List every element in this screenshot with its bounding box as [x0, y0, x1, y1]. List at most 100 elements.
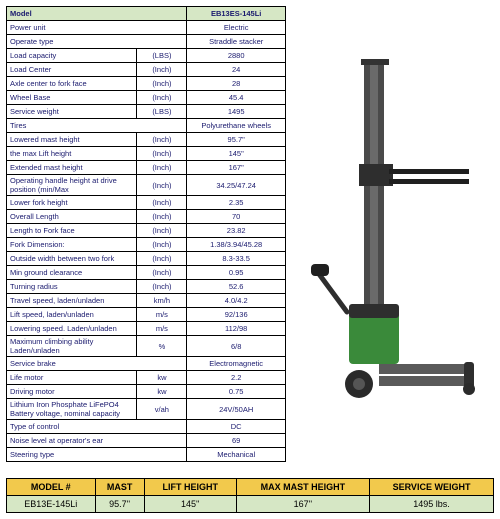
- spec-label: Driving motor: [7, 385, 137, 399]
- summary-cell: 145'': [144, 496, 236, 513]
- spec-label: Overall Length: [7, 210, 137, 224]
- summary-header: SERVICE WEIGHT: [370, 479, 494, 496]
- spec-value: Mechanical: [187, 448, 286, 462]
- spec-row: Wheel Base(Inch)45.4: [7, 91, 286, 105]
- spec-row: Lower fork height(Inch)2.35: [7, 196, 286, 210]
- spec-header-value: EB13ES-145Li: [187, 7, 286, 21]
- spec-value: 92/136: [187, 308, 286, 322]
- spec-value: 2880: [187, 49, 286, 63]
- spec-value: 1.38/3.94/45.28: [187, 238, 286, 252]
- spec-value: 8.3-33.5: [187, 252, 286, 266]
- spec-label: Lowered mast height: [7, 133, 137, 147]
- spec-label: Operating handle height at drive positio…: [7, 175, 137, 196]
- spec-label: Load Center: [7, 63, 137, 77]
- spec-value: 23.82: [187, 224, 286, 238]
- spec-unit: (Inch): [137, 280, 187, 294]
- spec-row: Service brakeElectromagnetic: [7, 357, 286, 371]
- spec-label: Life motor: [7, 371, 137, 385]
- spec-label: Min ground clearance: [7, 266, 137, 280]
- spec-value: 4.0/4.2: [187, 294, 286, 308]
- spec-label: Length to Fork face: [7, 224, 137, 238]
- spec-value: 24V/50AH: [187, 399, 286, 420]
- spec-unit: km/h: [137, 294, 187, 308]
- spec-row: Type of controlDC: [7, 420, 286, 434]
- spec-unit: %: [137, 336, 187, 357]
- spec-unit: (Inch): [137, 196, 187, 210]
- spec-value: Straddle stacker: [187, 35, 286, 49]
- stacker-illustration: [309, 54, 479, 414]
- spec-label: Travel speed, laden/unladen: [7, 294, 137, 308]
- spec-unit: (Inch): [137, 91, 187, 105]
- spec-row: Steering typeMechanical: [7, 448, 286, 462]
- spec-value: 24: [187, 63, 286, 77]
- spec-label: Load capacity: [7, 49, 137, 63]
- spec-row: Life motorkw2.2: [7, 371, 286, 385]
- spec-row: Lift speed, laden/unladenm/s92/136: [7, 308, 286, 322]
- spec-row: Turning radius(Inch)52.6: [7, 280, 286, 294]
- spec-row: Axle center to fork face(Inch)28: [7, 77, 286, 91]
- spec-row: Length to Fork face(Inch)23.82: [7, 224, 286, 238]
- spec-row: TiresPolyurethane wheels: [7, 119, 286, 133]
- spec-header-label: Model: [7, 7, 187, 21]
- product-image: [294, 6, 494, 462]
- spec-row: Outside width between two fork(Inch)8.3-…: [7, 252, 286, 266]
- summary-cell: 1495 lbs.: [370, 496, 494, 513]
- spec-row: Lowering speed. Laden/unladenm/s112/98: [7, 322, 286, 336]
- spec-label: Lift speed, laden/unladen: [7, 308, 137, 322]
- spec-row: Operate typeStraddle stacker: [7, 35, 286, 49]
- spec-row: Load Center(Inch)24: [7, 63, 286, 77]
- spec-value: 34.25/47.24: [187, 175, 286, 196]
- spec-label: Lithium Iron Phosphate LiFePO4 Battery v…: [7, 399, 137, 420]
- spec-label: Service weight: [7, 105, 137, 119]
- spec-unit: (Inch): [137, 224, 187, 238]
- spec-label: Power unit: [7, 21, 187, 35]
- spec-row: Overall Length(Inch)70: [7, 210, 286, 224]
- spec-label: Service brake: [7, 357, 187, 371]
- spec-unit: kw: [137, 385, 187, 399]
- spec-value: 28: [187, 77, 286, 91]
- summary-cell: EB13E-145Li: [7, 496, 96, 513]
- spec-row: Travel speed, laden/unladenkm/h4.0/4.2: [7, 294, 286, 308]
- spec-label: Operate type: [7, 35, 187, 49]
- spec-unit: (Inch): [137, 175, 187, 196]
- spec-label: Maximum climbing ability Laden/unladen: [7, 336, 137, 357]
- spec-label: the max Lift height: [7, 147, 137, 161]
- spec-row: Maximum climbing ability Laden/unladen%6…: [7, 336, 286, 357]
- spec-value: Electric: [187, 21, 286, 35]
- spec-value: 45.4: [187, 91, 286, 105]
- summary-header: LIFT HEIGHT: [144, 479, 236, 496]
- spec-value: Electromagnetic: [187, 357, 286, 371]
- summary-header: MODEL #: [7, 479, 96, 496]
- spec-value: 0.75: [187, 385, 286, 399]
- spec-label: Tires: [7, 119, 187, 133]
- spec-label: Type of control: [7, 420, 187, 434]
- spec-unit: (Inch): [137, 238, 187, 252]
- spec-unit: (Inch): [137, 266, 187, 280]
- spec-row: Lithium Iron Phosphate LiFePO4 Battery v…: [7, 399, 286, 420]
- spec-unit: (Inch): [137, 161, 187, 175]
- summary-header: MAX MAST HEIGHT: [236, 479, 369, 496]
- spec-unit: (Inch): [137, 210, 187, 224]
- spec-unit: v/ah: [137, 399, 187, 420]
- spec-unit: (Inch): [137, 77, 187, 91]
- spec-label: Steering type: [7, 448, 187, 462]
- spec-unit: (LBS): [137, 105, 187, 119]
- spec-value: Polyurethane wheels: [187, 119, 286, 133]
- summary-table: MODEL #MASTLIFT HEIGHTMAX MAST HEIGHTSER…: [6, 478, 494, 513]
- spec-value: 69: [187, 434, 286, 448]
- spec-row: Extended mast height(Inch)167": [7, 161, 286, 175]
- spec-row: Operating handle height at drive positio…: [7, 175, 286, 196]
- spec-unit: (Inch): [137, 133, 187, 147]
- summary-cell: 167'': [236, 496, 369, 513]
- summary-cell: 95.7'': [95, 496, 144, 513]
- spec-unit: (Inch): [137, 147, 187, 161]
- spec-row: Power unitElectric: [7, 21, 286, 35]
- spec-value: DC: [187, 420, 286, 434]
- spec-label: Extended mast height: [7, 161, 137, 175]
- spec-unit: m/s: [137, 308, 187, 322]
- spec-row: Driving motorkw0.75: [7, 385, 286, 399]
- spec-value: 112/98: [187, 322, 286, 336]
- spec-unit: (Inch): [137, 252, 187, 266]
- spec-value: 145": [187, 147, 286, 161]
- spec-label: Wheel Base: [7, 91, 137, 105]
